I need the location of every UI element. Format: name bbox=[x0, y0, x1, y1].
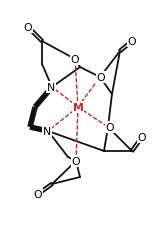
Text: O: O bbox=[24, 23, 32, 33]
Text: O: O bbox=[34, 189, 42, 199]
Text: O: O bbox=[106, 122, 114, 132]
Text: O: O bbox=[138, 132, 146, 142]
Text: M: M bbox=[73, 103, 83, 112]
Text: O: O bbox=[97, 73, 105, 83]
Text: O: O bbox=[72, 156, 80, 166]
Text: O: O bbox=[71, 55, 79, 65]
Text: N: N bbox=[43, 126, 51, 137]
Text: O: O bbox=[128, 37, 136, 47]
Text: N: N bbox=[47, 83, 55, 93]
